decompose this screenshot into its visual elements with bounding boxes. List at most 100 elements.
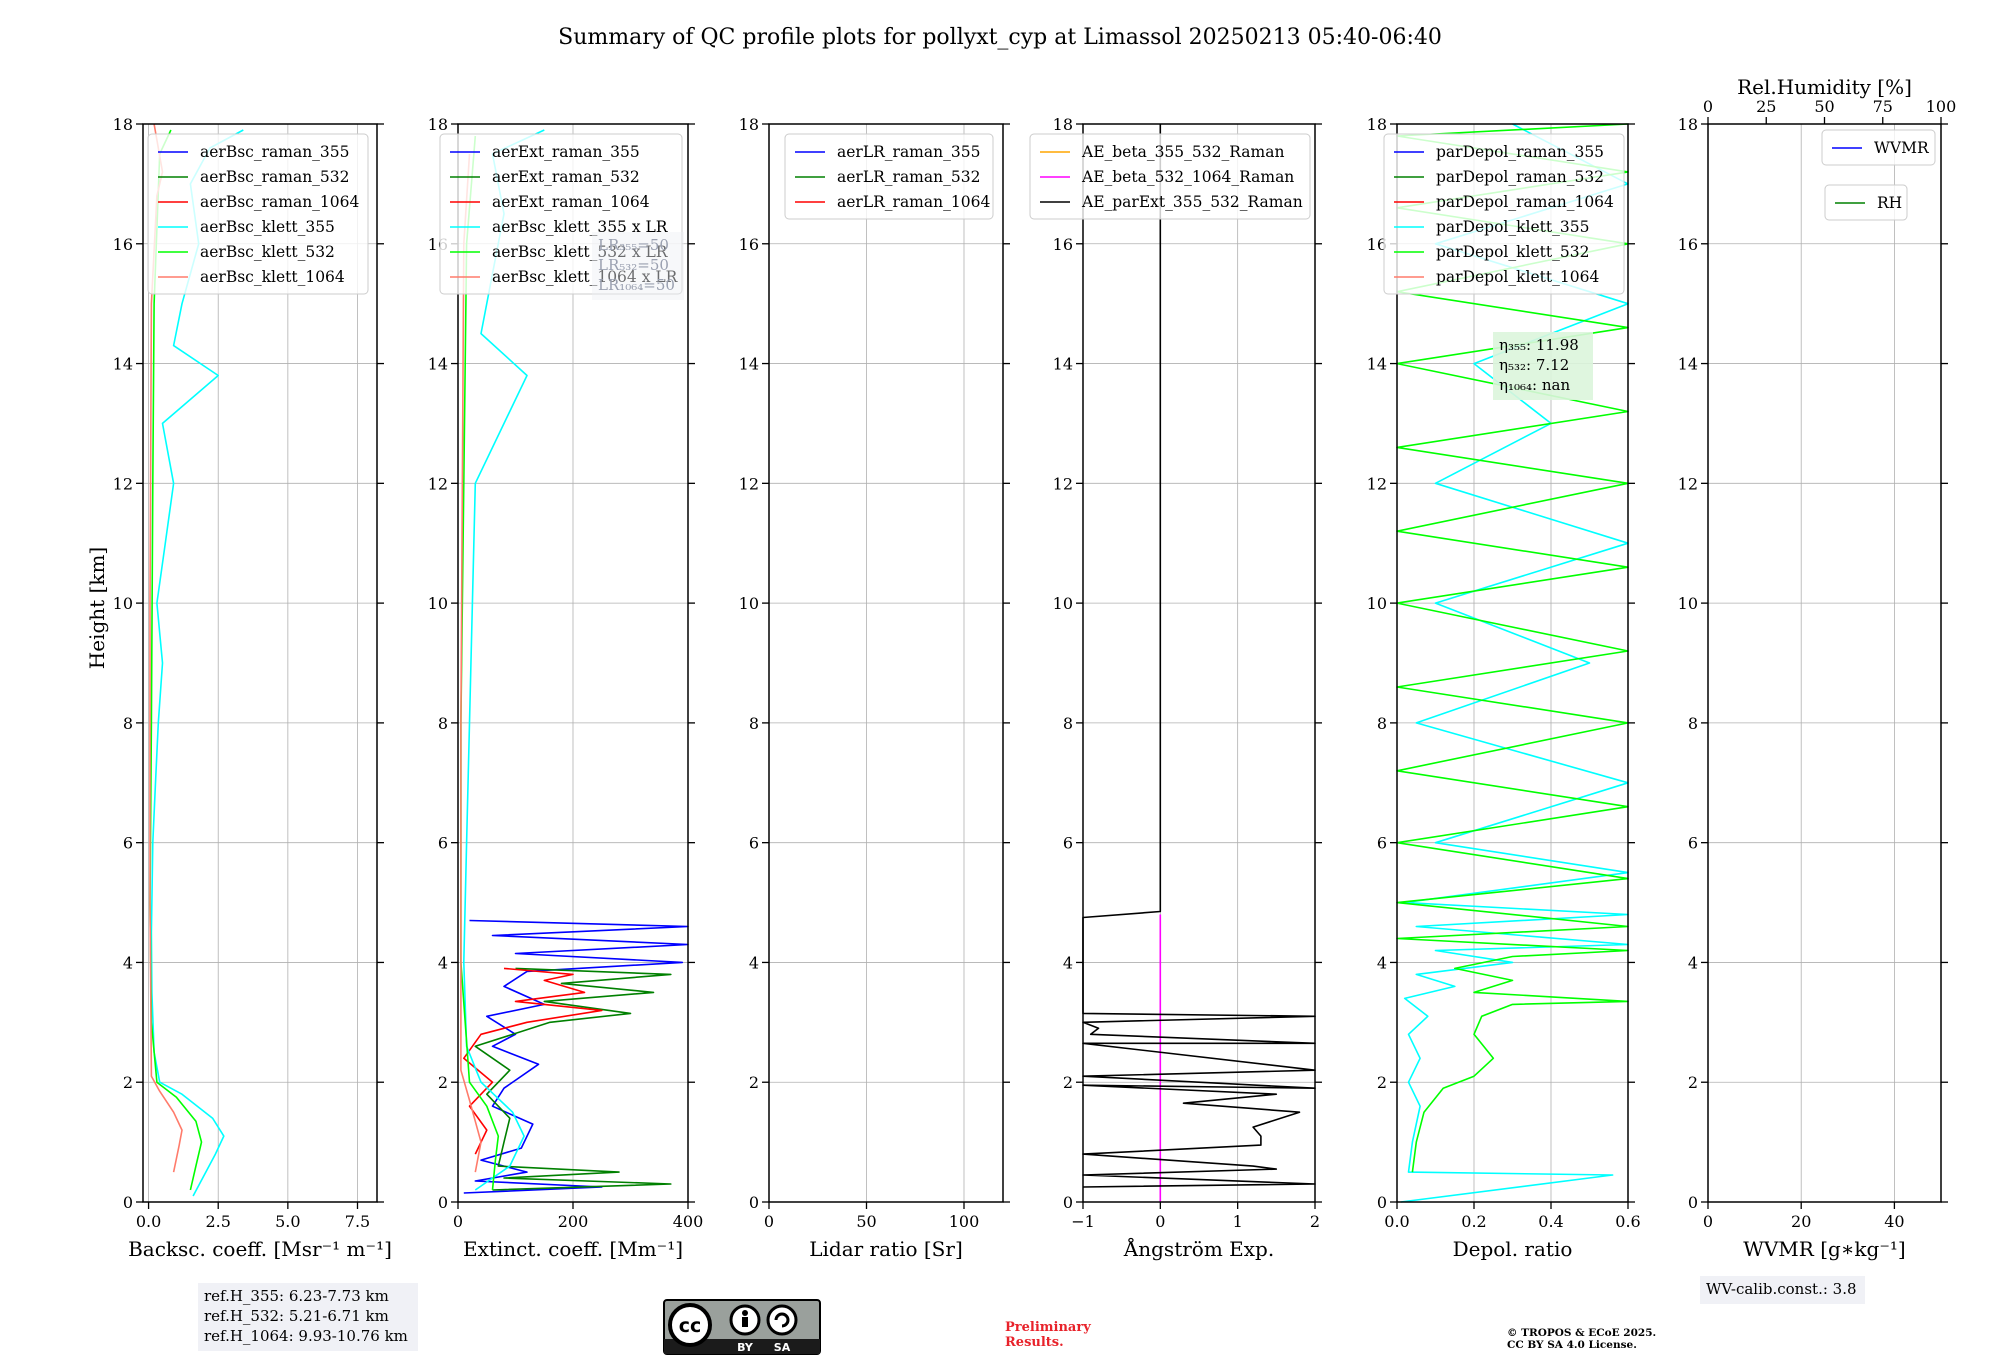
y-tick-label: 12 <box>428 474 448 493</box>
preliminary-line-2: Results. <box>1005 1335 1064 1350</box>
y-tick-label: 0 <box>123 1193 133 1212</box>
y-tick-label: 18 <box>739 115 759 134</box>
legend-entry: WVMR <box>1874 139 1930 157</box>
legend-entry: parDepol_klett_355 <box>1436 218 1589 236</box>
legend: aerBsc_raman_355 aerBsc_raman_532 aerBsc_r… <box>147 133 369 295</box>
y-tick-label: 12 <box>739 474 759 493</box>
info-textbox-background <box>1493 332 1593 400</box>
x-tick-label: 1 <box>1233 1212 1243 1231</box>
cc-logo-icon <box>668 1303 712 1347</box>
sa-arrow-icon <box>774 1312 790 1328</box>
info-textbox: WV-calib.const.: 3.8 <box>1700 1276 1865 1304</box>
series-line-aerExt_raman_532 <box>474 967 672 1191</box>
y-tick-label: 14 <box>1053 355 1073 374</box>
legend-entry: aerBsc_raman_1064 <box>200 193 360 211</box>
legend-frame <box>1383 133 1625 295</box>
y-tick-label: 2 <box>438 1073 448 1092</box>
series-line-aerExt_raman_355 <box>463 919 689 1194</box>
y-tick-label: 10 <box>1367 594 1387 613</box>
legend-secondary: RH <box>1824 184 1908 221</box>
y-tick-label: 6 <box>1688 834 1698 853</box>
by-person-body <box>742 1317 748 1327</box>
legend-entry: aerExt_raman_1064 <box>492 193 650 211</box>
x-tick-label: 20 <box>1791 1212 1811 1231</box>
x-axis-label: Ångström Exp. <box>1123 1236 1274 1261</box>
legend-entry: parDepol_raman_1064 <box>1436 193 1614 211</box>
cc-license-badge: cc BY SA <box>663 1299 821 1355</box>
legend-entry: AE_parExt_355_532_Raman <box>1081 193 1303 211</box>
y-tick-label: 12 <box>1678 474 1698 493</box>
legend-entry: aerBsc_klett_1064 x LR <box>492 268 679 286</box>
y-tick-label: 16 <box>113 235 133 254</box>
legend-entry: aerBsc_klett_1064 <box>200 268 345 286</box>
y-tick-label: 6 <box>123 834 133 853</box>
x-tick-label: 100 <box>949 1212 980 1231</box>
y-tick-label: 14 <box>113 355 133 374</box>
legend-entry: RH <box>1877 194 1902 212</box>
legend-entry: aerExt_raman_355 <box>492 143 640 161</box>
y-tick-label: 2 <box>1688 1073 1698 1092</box>
axes-frame <box>1396 123 1629 1203</box>
info-textbox-line: ref.H_532: 5.21-6.71 km <box>204 1307 389 1325</box>
x-tick-label: 0.6 <box>1615 1212 1640 1231</box>
y-tick-label: 2 <box>749 1073 759 1092</box>
info-textbox-line: LR₅₃₂=50 <box>598 256 669 274</box>
legend-entry: aerBsc_raman_532 <box>200 168 350 186</box>
by-person-head <box>742 1310 748 1316</box>
axes-frame <box>768 123 1004 1203</box>
x-tick-label: 7.5 <box>345 1212 370 1231</box>
x-tick-label: 0.0 <box>136 1212 161 1231</box>
series-line-parDepol_klett_355 <box>1400 123 1629 1203</box>
legend-frame <box>1821 129 1936 166</box>
x-axis-label: Extinct. coeff. [Mm⁻¹] <box>463 1237 683 1261</box>
x-tick-label: 0.4 <box>1538 1212 1563 1231</box>
top-x-tick-label: 75 <box>1873 97 1893 116</box>
x-tick-label: 0 <box>1703 1212 1713 1231</box>
y-tick-label: 8 <box>1377 714 1387 733</box>
legend-frame <box>439 133 683 295</box>
legend-entry: parDepol_raman_532 <box>1436 168 1604 186</box>
legend-entry: aerBsc_klett_355 <box>200 218 335 236</box>
series-line-aerExt_raman_1064 <box>463 967 603 1155</box>
legend: AE_beta_355_532_Raman AE_beta_532_1064_Ra… <box>1029 133 1311 220</box>
y-tick-label: 6 <box>1377 834 1387 853</box>
y-tick-label: 12 <box>1053 474 1073 493</box>
y-tick-label: 12 <box>1367 474 1387 493</box>
cc-logo-glyph: cc <box>679 1315 702 1337</box>
y-tick-label: 0 <box>1063 1193 1073 1212</box>
x-tick-label: 200 <box>558 1212 589 1231</box>
copyright-line-2: CC BY SA 4.0 License. <box>1507 1339 1637 1351</box>
legend-entry: aerLR_raman_355 <box>837 143 980 161</box>
legend-entry: parDepol_klett_532 <box>1436 243 1589 261</box>
x-tick-label: 0 <box>764 1212 774 1231</box>
series-line-AE_parExt_355_532_Raman <box>1082 124 1316 1188</box>
legend-frame <box>1824 184 1908 221</box>
x-tick-label: 0 <box>453 1212 463 1231</box>
panel-6: 0 2 4 6 8 10 12 14 16 18 0 20 40 WVMR [g∗kg⁻¹] 0 25 50 75… <box>1678 75 1957 1304</box>
legend-entry: aerExt_raman_532 <box>492 168 640 186</box>
x-tick-label: 0.2 <box>1461 1212 1486 1231</box>
legend-entry: AE_beta_532_1064_Raman <box>1081 168 1294 186</box>
legend-entry: parDepol_klett_1064 <box>1436 268 1599 286</box>
y-tick-label: 18 <box>1678 115 1698 134</box>
legend-entry: aerBsc_klett_532 <box>200 243 335 261</box>
top-x-tick-label: 100 <box>1926 97 1957 116</box>
y-tick-label: 8 <box>749 714 759 733</box>
info-textbox-line: ref.H_1064: 9.93-10.76 km <box>204 1327 408 1345</box>
y-tick-label: 14 <box>1678 355 1698 374</box>
axes-frame <box>1707 123 1942 1203</box>
x-tick-label: 5.0 <box>275 1212 300 1231</box>
x-axis-label: Lidar ratio [Sr] <box>809 1237 963 1261</box>
legend: aerLR_raman_355 aerLR_raman_532 aerLR_rama… <box>784 133 994 220</box>
x-tick-label: 400 <box>673 1212 704 1231</box>
cc-sa-label: SA <box>774 1341 791 1354</box>
y-tick-label: 12 <box>113 474 133 493</box>
axes-frame <box>1082 123 1316 1203</box>
y-tick-label: 0 <box>1377 1193 1387 1212</box>
info-textbox-line: η₁₀₆₄: nan <box>1499 376 1570 394</box>
x-tick-label: 0 <box>1155 1212 1165 1231</box>
y-tick-label: 0 <box>749 1193 759 1212</box>
